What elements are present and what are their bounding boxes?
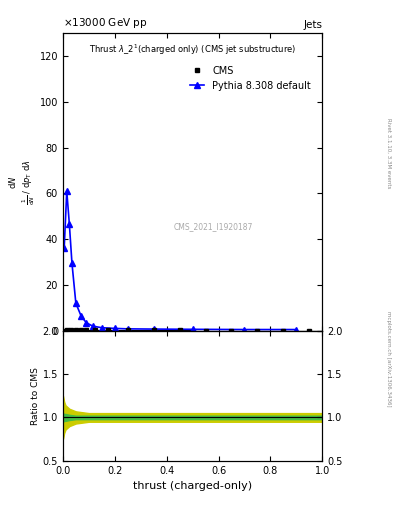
- Line: Pythia 8.308 default: Pythia 8.308 default: [61, 188, 299, 332]
- CMS: [203, 328, 208, 334]
- Text: Thrust $\lambda$_2$^1$(charged only) (CMS jet substructure): Thrust $\lambda$_2$^1$(charged only) (CM…: [89, 42, 296, 57]
- Y-axis label: $\mathrm{d}N$
$\frac{1}{\mathrm{d}N}$ / $\mathrm{d}p_\mathrm{T}$ $\mathrm{d}\lam: $\mathrm{d}N$ $\frac{1}{\mathrm{d}N}$ / …: [7, 159, 37, 205]
- Pythia 8.308 default: [294, 327, 299, 333]
- Text: Rivet 3.1.10, 3.3M events: Rivet 3.1.10, 3.3M events: [386, 118, 391, 189]
- Line: CMS: CMS: [62, 328, 312, 333]
- CMS: [281, 328, 286, 334]
- CMS: [177, 327, 182, 333]
- CMS: [84, 327, 88, 333]
- Pythia 8.308 default: [90, 323, 95, 329]
- CMS: [151, 327, 156, 333]
- Text: mcplots.cern.ch [arXiv:1306.3436]: mcplots.cern.ch [arXiv:1306.3436]: [386, 311, 391, 406]
- CMS: [255, 328, 260, 334]
- Text: $\times$13000 GeV pp: $\times$13000 GeV pp: [63, 16, 147, 30]
- CMS: [106, 327, 111, 333]
- CMS: [125, 327, 130, 333]
- Text: Jets: Jets: [303, 20, 322, 30]
- CMS: [93, 327, 98, 333]
- Pythia 8.308 default: [151, 326, 156, 332]
- Pythia 8.308 default: [84, 319, 88, 326]
- Text: CMS_2021_I1920187: CMS_2021_I1920187: [174, 222, 253, 231]
- Y-axis label: Ratio to CMS: Ratio to CMS: [31, 367, 40, 424]
- Pythia 8.308 default: [73, 300, 78, 306]
- Pythia 8.308 default: [79, 313, 83, 319]
- Pythia 8.308 default: [112, 325, 117, 331]
- Pythia 8.308 default: [99, 325, 104, 331]
- Pythia 8.308 default: [70, 260, 74, 266]
- CMS: [229, 328, 234, 334]
- X-axis label: thrust (charged-only): thrust (charged-only): [133, 481, 252, 491]
- CMS: [64, 327, 69, 333]
- Pythia 8.308 default: [242, 327, 247, 333]
- Legend: CMS, Pythia 8.308 default: CMS, Pythia 8.308 default: [186, 62, 315, 95]
- CMS: [68, 327, 73, 333]
- CMS: [307, 328, 312, 334]
- Pythia 8.308 default: [62, 245, 66, 251]
- Pythia 8.308 default: [125, 326, 130, 332]
- CMS: [79, 327, 83, 333]
- CMS: [73, 327, 78, 333]
- Pythia 8.308 default: [190, 326, 195, 332]
- Pythia 8.308 default: [67, 221, 72, 227]
- CMS: [62, 328, 66, 334]
- Pythia 8.308 default: [64, 188, 69, 194]
